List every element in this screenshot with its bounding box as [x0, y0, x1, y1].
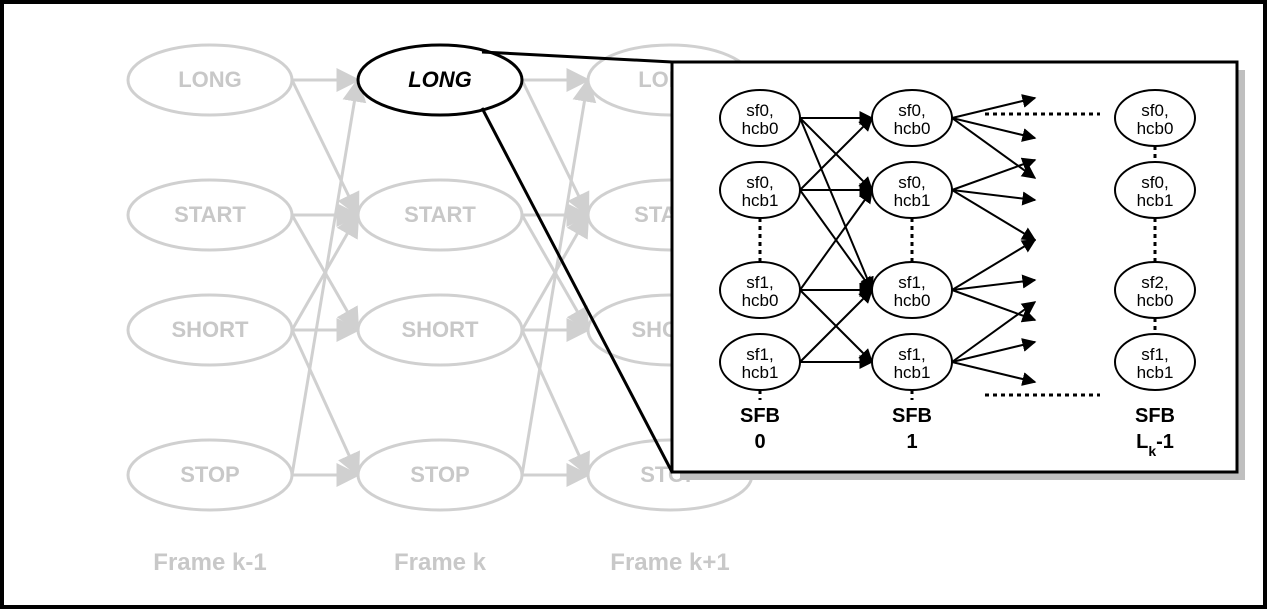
svg-text:hcb0: hcb0 — [742, 291, 779, 310]
svg-text:sf0,: sf0, — [1141, 101, 1168, 120]
svg-text:sf1,: sf1, — [898, 273, 925, 292]
highlighted-state: LONG — [358, 45, 522, 115]
svg-text:hcb0: hcb0 — [1137, 291, 1174, 310]
svg-text:sf0,: sf0, — [898, 101, 925, 120]
svg-text:hcb0: hcb0 — [1137, 119, 1174, 138]
frame-transition-edges — [292, 80, 588, 475]
svg-text:STOP: STOP — [410, 462, 470, 487]
svg-text:sf1,: sf1, — [746, 273, 773, 292]
svg-text:STOP: STOP — [180, 462, 240, 487]
svg-text:sf1,: sf1, — [746, 345, 773, 364]
svg-text:sf0,: sf0, — [1141, 173, 1168, 192]
diagram-svg: LONGSTARTSHORTSTOPSTARTSHORTSTOPLONGSTAR… — [0, 0, 1267, 609]
svg-text:hcb1: hcb1 — [1137, 191, 1174, 210]
svg-text:START: START — [174, 202, 246, 227]
svg-text:SFB: SFB — [892, 405, 932, 427]
svg-text:LONG: LONG — [178, 67, 242, 92]
svg-text:1: 1 — [906, 431, 917, 453]
svg-text:hcb1: hcb1 — [742, 191, 779, 210]
leader-lines — [482, 52, 672, 472]
svg-text:hcb1: hcb1 — [894, 363, 931, 382]
svg-text:Frame k+1: Frame k+1 — [610, 549, 729, 576]
svg-text:START: START — [404, 202, 476, 227]
svg-text:SFB: SFB — [740, 405, 780, 427]
svg-text:sf0,: sf0, — [746, 173, 773, 192]
svg-text:0: 0 — [754, 431, 765, 453]
svg-text:Frame k: Frame k — [394, 549, 487, 576]
svg-text:LONG: LONG — [408, 67, 472, 92]
svg-text:SHORT: SHORT — [172, 317, 250, 342]
svg-text:Frame k-1: Frame k-1 — [153, 549, 266, 576]
svg-text:sf1,: sf1, — [1141, 345, 1168, 364]
svg-text:hcb1: hcb1 — [894, 191, 931, 210]
svg-text:SFB: SFB — [1135, 405, 1175, 427]
svg-text:sf1,: sf1, — [898, 345, 925, 364]
frame-column-labels: Frame k-1 Frame k Frame k+1 — [153, 549, 729, 576]
svg-text:sf0,: sf0, — [898, 173, 925, 192]
svg-text:hcb0: hcb0 — [894, 291, 931, 310]
svg-text:hcb0: hcb0 — [894, 119, 931, 138]
svg-text:SHORT: SHORT — [402, 317, 480, 342]
svg-text:hcb1: hcb1 — [1137, 363, 1174, 382]
svg-text:sf2,: sf2, — [1141, 273, 1168, 292]
svg-text:hcb1: hcb1 — [742, 363, 779, 382]
svg-text:sf0,: sf0, — [746, 101, 773, 120]
svg-text:hcb0: hcb0 — [742, 119, 779, 138]
